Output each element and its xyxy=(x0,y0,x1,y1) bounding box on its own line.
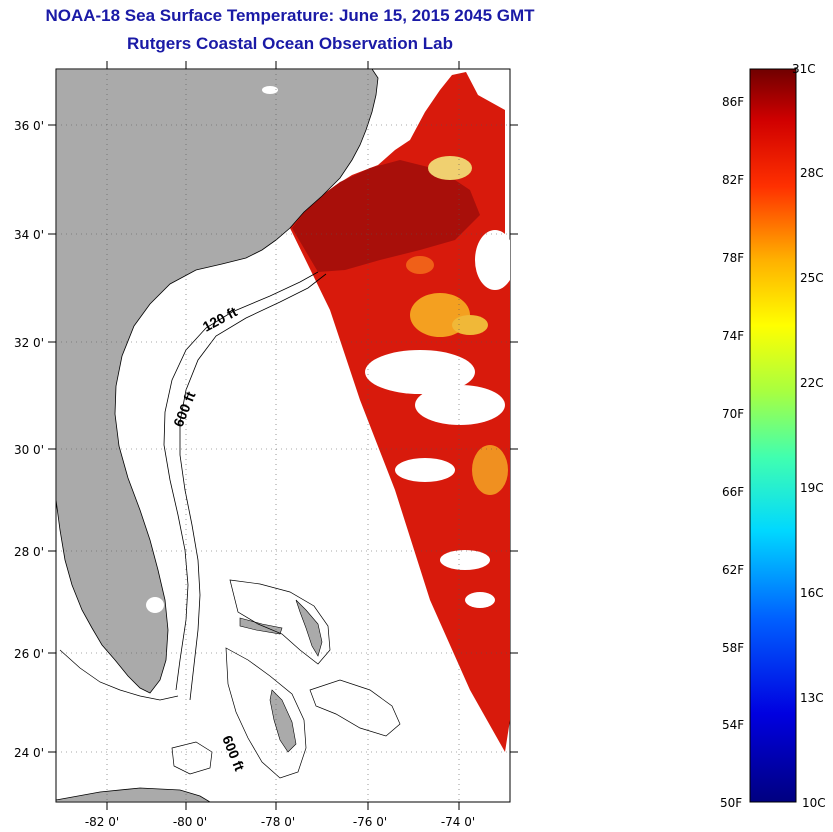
lake-okeechobee xyxy=(146,597,164,613)
lat-label: 24 0' xyxy=(14,746,44,760)
colorbar-label-c: 10C xyxy=(802,796,826,810)
colorbar-label-c: 13C xyxy=(800,691,824,705)
colorbar-label-f: 62F xyxy=(722,563,745,577)
lat-label: 26 0' xyxy=(14,647,44,661)
colorbar-label-f: 50F xyxy=(720,796,743,810)
colorbar-label-c: 22C xyxy=(800,376,824,390)
cloud-gap xyxy=(475,230,510,290)
sst-warm-patch xyxy=(452,315,488,335)
colorbar-label-f: 58F xyxy=(722,641,745,655)
lon-label: -82 0' xyxy=(85,815,119,829)
cloud-gap xyxy=(440,550,490,570)
colorbar-label-c: 28C xyxy=(800,166,824,180)
colorbar-label-f: 66F xyxy=(722,485,745,499)
tick-marks xyxy=(48,61,518,810)
lon-label: -76 0' xyxy=(353,815,387,829)
contour-120ft xyxy=(163,271,319,691)
lat-label: 28 0' xyxy=(14,545,44,559)
colorbar-label-f: 70F xyxy=(722,407,745,421)
lat-label: 36 0' xyxy=(14,119,44,133)
contour-bahamas xyxy=(229,579,331,665)
contour-bahamas xyxy=(171,741,213,775)
contour-bahamas xyxy=(225,647,307,779)
cloud-gap xyxy=(395,458,455,482)
cloud-gap xyxy=(415,385,505,425)
sst-warm-patch xyxy=(406,256,434,274)
map-title: NOAA-18 Sea Surface Temperature: June 15… xyxy=(45,6,535,25)
lake xyxy=(262,86,278,94)
lat-label: 34 0' xyxy=(14,228,44,242)
colorbar-label-c: 25C xyxy=(800,271,824,285)
lat-label: 30 0' xyxy=(14,443,44,457)
colorbar-label-f: 78F xyxy=(722,251,745,265)
graticule xyxy=(56,69,510,802)
sst-dark-band xyxy=(292,160,480,272)
lon-label: -80 0' xyxy=(173,815,207,829)
contour-600ft xyxy=(179,273,327,701)
lon-label: -78 0' xyxy=(261,815,295,829)
cloud-gap xyxy=(465,592,495,608)
lat-label: 32 0' xyxy=(14,336,44,350)
land-cuba xyxy=(56,787,211,802)
sst-warm-patch xyxy=(428,156,472,180)
sst-warm-patch xyxy=(472,445,508,495)
colorbar-label-c: 19C xyxy=(800,481,824,495)
colorbar-label-c: 16C xyxy=(800,586,824,600)
lon-label: -74 0' xyxy=(441,815,475,829)
colorbar-label-f: 86F xyxy=(722,95,745,109)
contour-keys xyxy=(59,649,179,701)
land-bahamas-abaco xyxy=(295,599,323,657)
colorbar-label-f: 74F xyxy=(722,329,745,343)
land-us-southeast xyxy=(56,69,379,694)
colorbar-label-f: 82F xyxy=(722,173,745,187)
colorbar-label-c: 31C xyxy=(792,62,816,76)
colorbar-label-f: 54F xyxy=(722,718,745,732)
colorbar xyxy=(749,68,797,803)
cloud-gap xyxy=(365,350,475,394)
land-bahamas-andros xyxy=(269,689,297,753)
contour-bahamas xyxy=(309,679,401,737)
map-subtitle: Rutgers Coastal Ocean Observation Lab xyxy=(127,34,453,53)
